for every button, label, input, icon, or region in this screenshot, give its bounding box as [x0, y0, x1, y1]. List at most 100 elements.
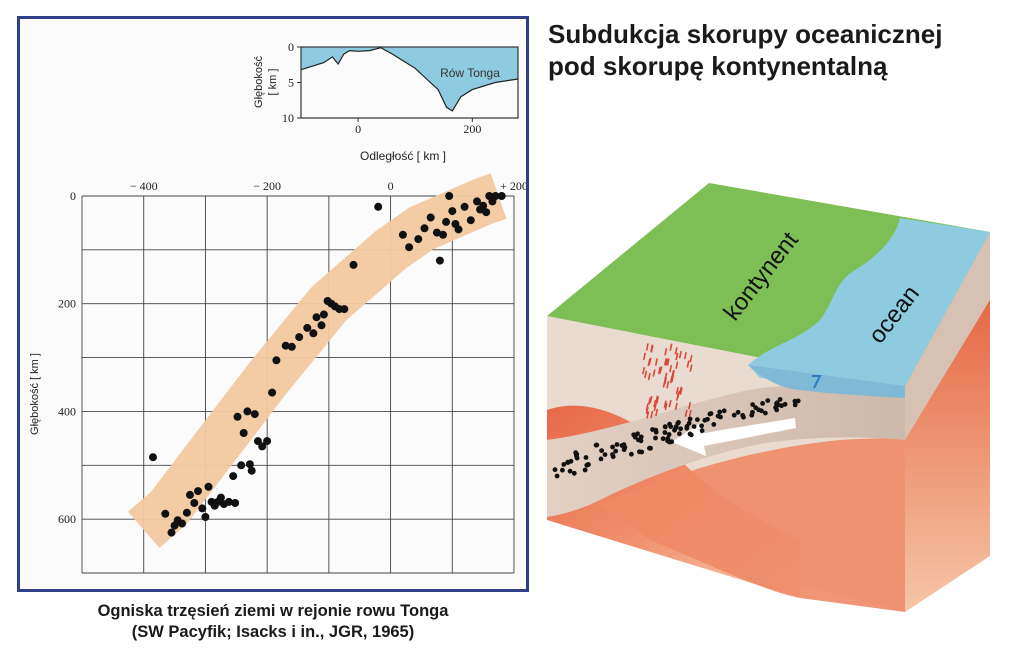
hypocenter-point	[482, 208, 491, 217]
caption-line-2: (SW Pacyfik; Isacks i in., JGR, 1965)	[131, 623, 415, 641]
magma-streak	[645, 343, 649, 351]
earthquake-dot	[667, 421, 672, 427]
inset-x-tick-label: 200	[463, 122, 481, 136]
seismic-zone-band	[127, 173, 507, 549]
magma-streak	[655, 395, 659, 403]
earthquake-dot	[763, 410, 768, 416]
magma-streak	[664, 372, 668, 380]
hypocenter-point	[243, 407, 252, 416]
earthquake-dot	[552, 467, 558, 473]
hypocenter-point	[295, 333, 304, 342]
magma-streak	[657, 366, 661, 375]
magma-streak	[679, 386, 683, 394]
main-y-tick-label: 200	[58, 297, 76, 311]
hypocenter-point	[488, 197, 497, 206]
hypocenter-point	[473, 197, 481, 206]
magma-streak	[653, 403, 657, 412]
hypocenter-point	[432, 228, 441, 237]
hypocenter-point	[239, 429, 248, 437]
hypocenter-point	[398, 230, 407, 239]
main-y-tick-label: 0	[70, 189, 76, 203]
hypocenter-point	[420, 224, 429, 233]
earthquake-dot	[565, 459, 571, 465]
hypocenter-point	[258, 442, 267, 451]
title-line-1: Subdukcja skorupy oceanicznej	[548, 19, 943, 49]
hypocenter-point	[186, 490, 194, 499]
hypocenter-point	[374, 202, 383, 211]
magma-streak	[647, 372, 651, 381]
earthquake-dot	[711, 422, 717, 427]
earthquake-dot	[598, 456, 604, 462]
hypocenter-point	[349, 260, 358, 269]
earthquake-dot	[599, 448, 604, 453]
magma-streak	[650, 344, 654, 352]
earthquake-dot	[735, 409, 741, 415]
hypocenter-point	[245, 460, 254, 469]
earthquake-dot	[705, 416, 710, 422]
trench-marker	[812, 375, 822, 389]
magma-streak	[675, 352, 679, 361]
main-x-tick-label: − 200	[253, 179, 281, 193]
hypocenter-point	[287, 342, 296, 351]
hypocenter-point	[317, 321, 326, 330]
hypocenter-point	[445, 192, 454, 200]
hypocenter-point	[340, 305, 349, 314]
title-line-2: pod skorupę kontynentalną	[548, 51, 888, 81]
earthquake-dot	[699, 423, 704, 429]
inset-y-tick-label: 5	[288, 76, 294, 90]
earthquake-dot	[686, 420, 692, 426]
earthquake-dot	[561, 462, 567, 467]
seismic-band-layer	[127, 173, 507, 549]
magma-streak	[684, 409, 688, 417]
hypocenter-point	[281, 341, 290, 350]
hypocenter-point	[319, 310, 328, 319]
magma-streak	[666, 381, 670, 389]
earthquake-dot	[717, 409, 723, 415]
magma-streak	[678, 351, 682, 359]
magma-streak	[664, 348, 668, 356]
earthquake-dot	[684, 425, 690, 431]
earthquake-dot	[610, 452, 615, 457]
earthquake-dot	[669, 439, 675, 445]
hypocenter-point	[405, 243, 414, 252]
earthquake-dot	[574, 451, 580, 457]
magma-streak	[688, 409, 692, 418]
magma-streak	[659, 366, 663, 374]
earthquake-dot	[688, 432, 694, 438]
hypocenter-points	[149, 192, 506, 537]
figure-caption: Ogniska trzęsień ziemi w rejonie rowu To…	[17, 601, 529, 643]
earthquake-dot	[610, 444, 615, 450]
earthquake-dot	[582, 467, 588, 473]
earthquake-dot	[629, 451, 634, 457]
magma-streak	[647, 397, 652, 405]
magma-streak	[646, 411, 650, 419]
inset-y-tick-label: 10	[282, 111, 294, 125]
hypocenter-point	[268, 388, 277, 397]
hypocenter-point	[224, 497, 233, 506]
trench-profile-inset: 0 200 0 5 10 Rów Tonga Odległość [ km ] Głęb…	[253, 40, 519, 163]
hypocenter-point	[466, 216, 475, 225]
magma-streak	[655, 396, 660, 404]
magma-streak	[653, 399, 657, 408]
slide-title: Subdukcja skorupy oceanicznej pod skorup…	[548, 18, 1018, 82]
hypocenter-point	[479, 201, 488, 210]
hypocenter-point	[497, 192, 506, 200]
hypocenter-point	[233, 412, 242, 421]
earthquake-dot	[721, 408, 727, 414]
hypocenter-point	[263, 437, 272, 446]
magma-streak	[674, 347, 678, 355]
magma-streak	[668, 399, 672, 408]
subducting-slab	[547, 384, 905, 517]
earthquake-dot	[635, 431, 640, 437]
inset-y-axis-label-line-1: Głębokość	[253, 56, 265, 108]
earthquake-dot	[677, 431, 682, 437]
earthquake-dot	[585, 462, 591, 467]
magma-streak	[675, 387, 679, 395]
earthquake-dot	[653, 429, 659, 435]
hypocenter-point	[426, 213, 435, 222]
earthquake-dot	[638, 434, 644, 440]
ocean-surface	[748, 218, 990, 386]
hypocenter-point	[454, 225, 463, 234]
hypocenter-point	[435, 256, 444, 265]
